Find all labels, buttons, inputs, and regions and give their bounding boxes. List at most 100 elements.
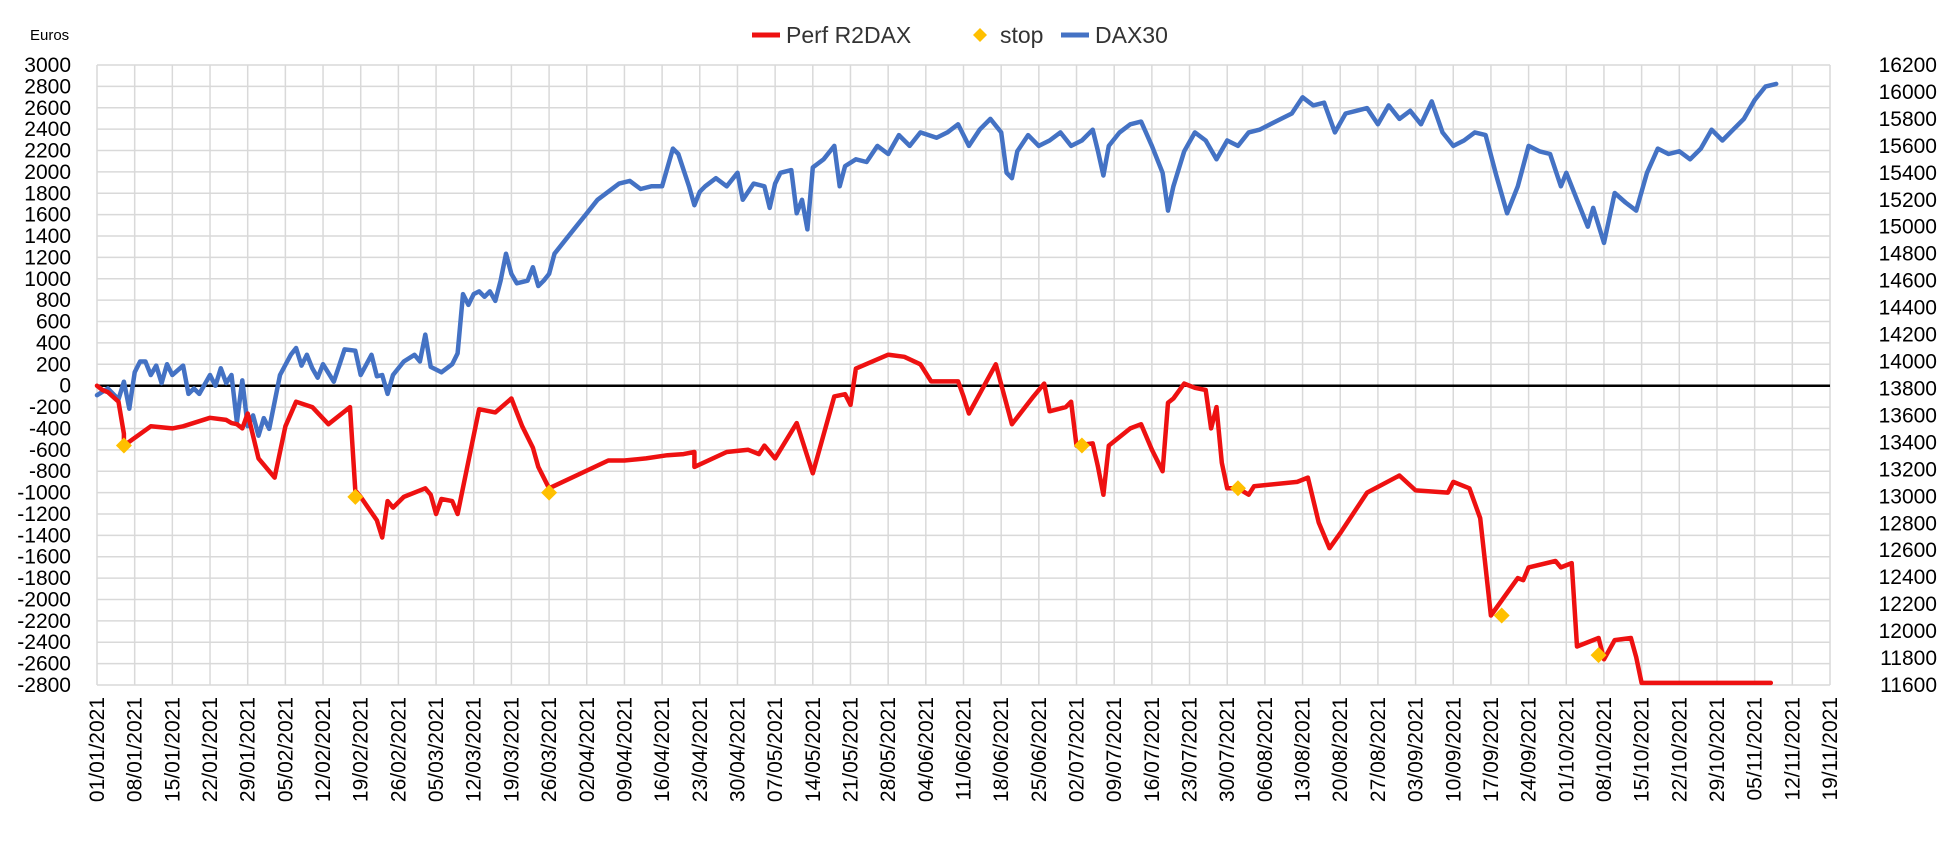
x-tick-label: 13/08/2021 <box>1292 697 1315 802</box>
x-tick-label: 29/01/2021 <box>237 697 260 802</box>
right-tick-label: 15200 <box>1879 189 1937 212</box>
x-tick-label: 01/10/2021 <box>1555 697 1578 802</box>
left-tick-label: 1800 <box>24 182 71 205</box>
right-tick-label: 12000 <box>1879 620 1937 643</box>
right-tick-label: 14000 <box>1879 351 1937 374</box>
right-tick-label: 14200 <box>1879 324 1937 347</box>
x-tick-label: 20/08/2021 <box>1329 697 1352 802</box>
left-tick-label: 400 <box>36 332 71 355</box>
left-tick-label: 2800 <box>24 75 71 98</box>
x-axis: 01/01/2021 08/01/2021 15/01/2021 22/01/2021… <box>86 697 1842 802</box>
x-tick-label: 05/03/2021 <box>425 697 448 802</box>
left-tick-label: 2600 <box>24 97 71 120</box>
right-tick-label: 13400 <box>1879 431 1937 454</box>
stop-marker <box>1229 480 1246 497</box>
right-tick-label: 13800 <box>1879 377 1937 400</box>
left-tick-label: 1400 <box>24 225 71 248</box>
stop-marker <box>1493 607 1510 624</box>
legend-label: DAX30 <box>1095 22 1168 48</box>
x-tick-label: 21/05/2021 <box>839 697 862 802</box>
legend-diamond <box>973 28 987 42</box>
left-tick-label: -2600 <box>17 653 71 676</box>
x-tick-label: 09/07/2021 <box>1103 697 1126 802</box>
stop-marker <box>115 437 132 454</box>
left-tick-label: 1600 <box>24 204 71 227</box>
x-tick-label: 08/10/2021 <box>1593 697 1616 802</box>
x-tick-label: 18/06/2021 <box>990 697 1013 802</box>
dax-series-line <box>94 81 1779 438</box>
stop-marker <box>347 488 364 505</box>
right-tick-label: 14800 <box>1879 243 1937 266</box>
x-tick-label: 16/07/2021 <box>1141 697 1164 802</box>
legend-label: Perf R2DAX <box>786 22 911 48</box>
x-tick-label: 06/08/2021 <box>1254 697 1277 802</box>
x-tick-label: 08/01/2021 <box>124 697 147 802</box>
x-tick-label: 10/09/2021 <box>1442 697 1465 802</box>
right-tick-label: 15000 <box>1879 216 1937 239</box>
right-tick-label: 13000 <box>1879 485 1937 508</box>
legend-entry-stop: stop <box>973 22 1043 48</box>
left-tick-label: -1200 <box>17 503 71 526</box>
x-tick-label: 12/03/2021 <box>463 697 486 802</box>
x-tick-label: 19/03/2021 <box>500 697 523 802</box>
x-tick-label: 30/07/2021 <box>1216 697 1239 802</box>
right-tick-label: 12600 <box>1879 539 1937 562</box>
x-tick-label: 22/10/2021 <box>1668 697 1691 802</box>
right-tick-label: 11600 <box>1880 674 1937 697</box>
perf-series-line <box>94 352 1774 686</box>
right-tick-label: 12200 <box>1879 593 1937 616</box>
right-tick-label: 16200 <box>1879 54 1937 77</box>
right-tick-label: 11800 <box>1880 647 1937 670</box>
x-tick-label: 03/09/2021 <box>1405 697 1428 802</box>
left-tick-label: -1800 <box>17 567 71 590</box>
right-tick-label: 13600 <box>1879 404 1937 427</box>
x-tick-label: 09/04/2021 <box>613 697 636 802</box>
x-tick-label: 05/02/2021 <box>274 697 297 802</box>
left-tick-label: 0 <box>59 375 71 398</box>
left-tick-label: -1000 <box>17 482 71 505</box>
x-tick-label: 29/10/2021 <box>1706 697 1729 802</box>
x-tick-label: 17/09/2021 <box>1480 697 1503 802</box>
x-tick-label: 05/11/2021 <box>1744 697 1767 801</box>
right-tick-label: 15800 <box>1879 108 1937 131</box>
left-axis: 3000280026002400220020001800160014001200… <box>17 54 71 697</box>
left-tick-label: 200 <box>36 353 71 376</box>
x-tick-label: 23/04/2021 <box>689 697 712 802</box>
gridlines <box>96 64 1831 686</box>
right-axis: 16200 16000 15800 15600 15400 15200 15000 14800… <box>1879 54 1937 697</box>
left-tick-label: 3000 <box>24 54 71 77</box>
x-tick-label: 11/06/2021 <box>953 697 976 801</box>
left-tick-label: -2400 <box>17 631 71 654</box>
right-tick-label: 15600 <box>1879 135 1937 158</box>
chart-legend: Perf R2DAX stop DAX30 <box>752 22 1168 48</box>
stop-markers <box>115 437 1607 664</box>
right-tick-label: 12400 <box>1879 566 1937 589</box>
x-tick-label: 01/01/2021 <box>86 697 109 802</box>
x-tick-label: 16/04/2021 <box>651 697 674 802</box>
x-tick-label: 12/11/2021 <box>1781 697 1804 801</box>
x-tick-label: 07/05/2021 <box>764 697 787 802</box>
left-tick-label: 2000 <box>24 161 71 184</box>
x-tick-label: 27/08/2021 <box>1367 697 1390 802</box>
right-tick-label: 14600 <box>1879 270 1937 293</box>
series-layer <box>94 81 1779 686</box>
left-tick-label: -1600 <box>17 546 71 569</box>
x-tick-label: 04/06/2021 <box>915 697 938 802</box>
x-tick-label: 22/01/2021 <box>199 697 222 802</box>
x-tick-label: 19/11/2021 <box>1819 697 1842 801</box>
left-tick-label: 600 <box>36 311 71 334</box>
x-tick-label: 23/07/2021 <box>1179 697 1202 802</box>
left-tick-label: 1200 <box>24 246 71 269</box>
left-tick-label: -800 <box>29 460 71 483</box>
left-tick-label: -2200 <box>17 610 71 633</box>
right-tick-label: 13200 <box>1879 458 1937 481</box>
left-tick-label: -2800 <box>17 674 71 697</box>
x-tick-label: 24/09/2021 <box>1518 697 1541 802</box>
left-tick-label: -1400 <box>17 524 71 547</box>
x-tick-label: 12/02/2021 <box>312 697 335 802</box>
x-tick-label: 26/03/2021 <box>538 697 561 802</box>
right-tick-label: 12800 <box>1879 512 1937 535</box>
legend-entry-perf: Perf R2DAX <box>752 22 911 48</box>
left-tick-label: -200 <box>29 396 71 419</box>
